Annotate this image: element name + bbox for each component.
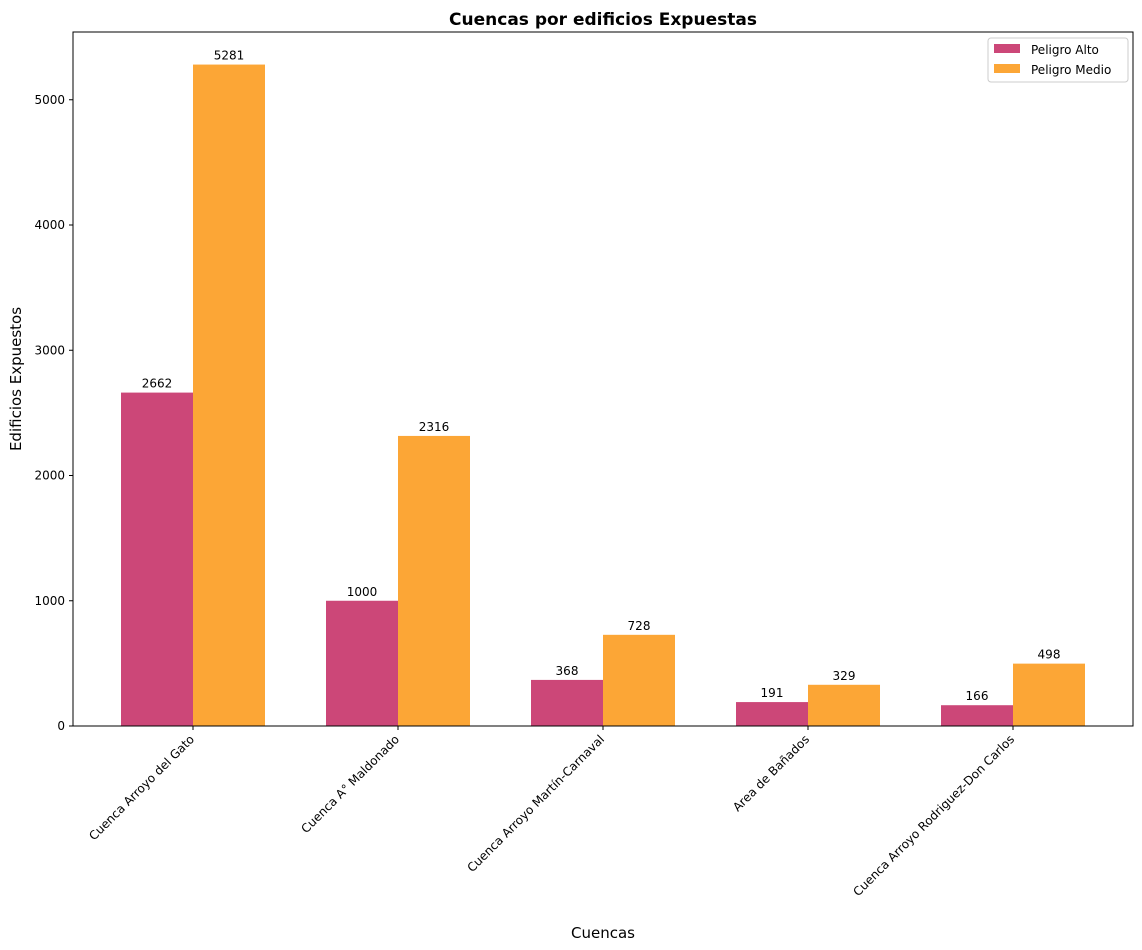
y-tick-label: 2000 [34, 469, 65, 483]
data-label: 329 [833, 669, 856, 683]
data-label: 368 [556, 664, 579, 678]
y-tick-label: 1000 [34, 594, 65, 608]
legend-frame [987, 37, 1129, 83]
data-label: 2316 [419, 420, 450, 434]
data-label: 1000 [347, 585, 378, 599]
bar-peligro-alto [121, 392, 193, 726]
data-label: 2662 [142, 377, 173, 391]
y-tick-label: 3000 [34, 343, 65, 357]
chart-title: Cuencas por edificios Expuestas [449, 10, 757, 30]
y-tick-label: 5000 [34, 93, 65, 107]
data-label: 498 [1038, 648, 1061, 662]
bar-peligro-medio [603, 634, 675, 726]
bar-peligro-medio [193, 64, 265, 727]
x-tick-label: Cuenca A° Maldonado [298, 732, 402, 836]
bar-peligro-medio [808, 684, 880, 726]
bar-peligro-alto [941, 705, 1013, 726]
legend-swatch-peligro-alto [994, 44, 1020, 53]
data-label: 191 [761, 686, 784, 700]
data-label: 728 [628, 619, 651, 633]
legend-swatch-peligro-medio [994, 64, 1020, 73]
bar-peligro-alto [736, 702, 808, 726]
data-label: 5281 [214, 49, 245, 63]
data-label: 166 [966, 689, 989, 703]
legend-label-peligro-medio: Peligro Medio [1031, 63, 1111, 77]
bar-peligro-alto [531, 679, 603, 726]
bar-peligro-alto [326, 600, 398, 726]
x-tick-label: Cuenca Arroyo Martín-Carnaval [464, 732, 607, 875]
legend: Peligro Alto Peligro Medio [987, 37, 1129, 83]
y-axis-label: Edificios Expuestos [7, 307, 25, 451]
x-tick-label: Cuenca Arroyo Rodriguez-Don Carlos [850, 732, 1017, 899]
bar-peligro-medio [1013, 663, 1085, 726]
x-tick-label: Area de Bañados [730, 732, 812, 814]
y-tick-label: 4000 [34, 218, 65, 232]
legend-label-peligro-alto: Peligro Alto [1031, 43, 1099, 57]
y-tick-label: 0 [57, 719, 65, 733]
x-tick-label: Cuenca Arroyo del Gato [86, 732, 197, 843]
x-axis-label: Cuencas [571, 924, 635, 942]
bar-peligro-medio [398, 435, 470, 726]
plot-frame [72, 31, 1134, 727]
